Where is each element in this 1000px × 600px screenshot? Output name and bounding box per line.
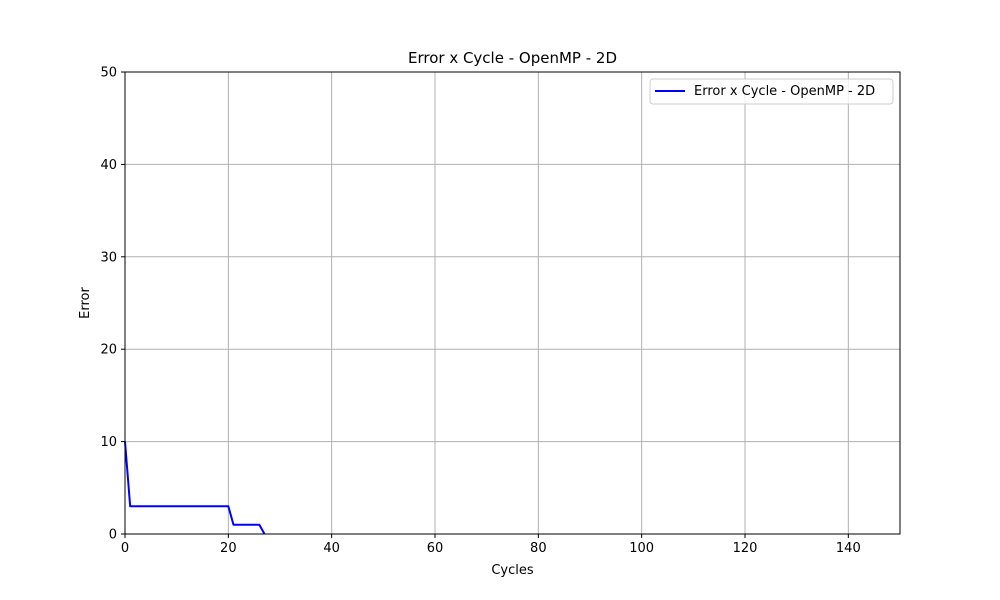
- series-line: [124, 441, 266, 535]
- x-tick-label: 20: [220, 541, 237, 556]
- y-axis: 0 10 20 30 40 50: [100, 66, 125, 543]
- x-tick-label: 140: [836, 541, 861, 556]
- y-tick-label: 40: [100, 158, 117, 173]
- plot-area: [125, 72, 900, 534]
- x-tick-label: 60: [427, 541, 444, 556]
- plot-frame: [124, 71, 901, 535]
- y-tick-label: 10: [100, 435, 117, 450]
- x-tick-label: 40: [323, 541, 340, 556]
- chart-title: Error x Cycle - OpenMP - 2D: [408, 49, 617, 67]
- y-tick-label: 0: [109, 528, 117, 543]
- y-axis-title: Error: [78, 287, 93, 319]
- x-axis: 0 20 40 60 80 100 120 140: [121, 534, 861, 556]
- y-tick-label: 20: [100, 343, 117, 358]
- y-tick-label: 30: [100, 250, 117, 265]
- x-tick-label: 0: [121, 541, 129, 556]
- legend-label: Error x Cycle - OpenMP - 2D: [694, 84, 875, 99]
- x-tick-label: 100: [629, 541, 654, 556]
- x-tick-label: 80: [530, 541, 547, 556]
- legend-box: [649, 78, 894, 105]
- legend: Error x Cycle - OpenMP - 2D: [649, 78, 894, 105]
- x-axis-title: Cycles: [491, 563, 534, 578]
- series-lines: [124, 441, 266, 535]
- y-tick-label: 50: [100, 66, 117, 81]
- x-tick-label: 120: [733, 541, 758, 556]
